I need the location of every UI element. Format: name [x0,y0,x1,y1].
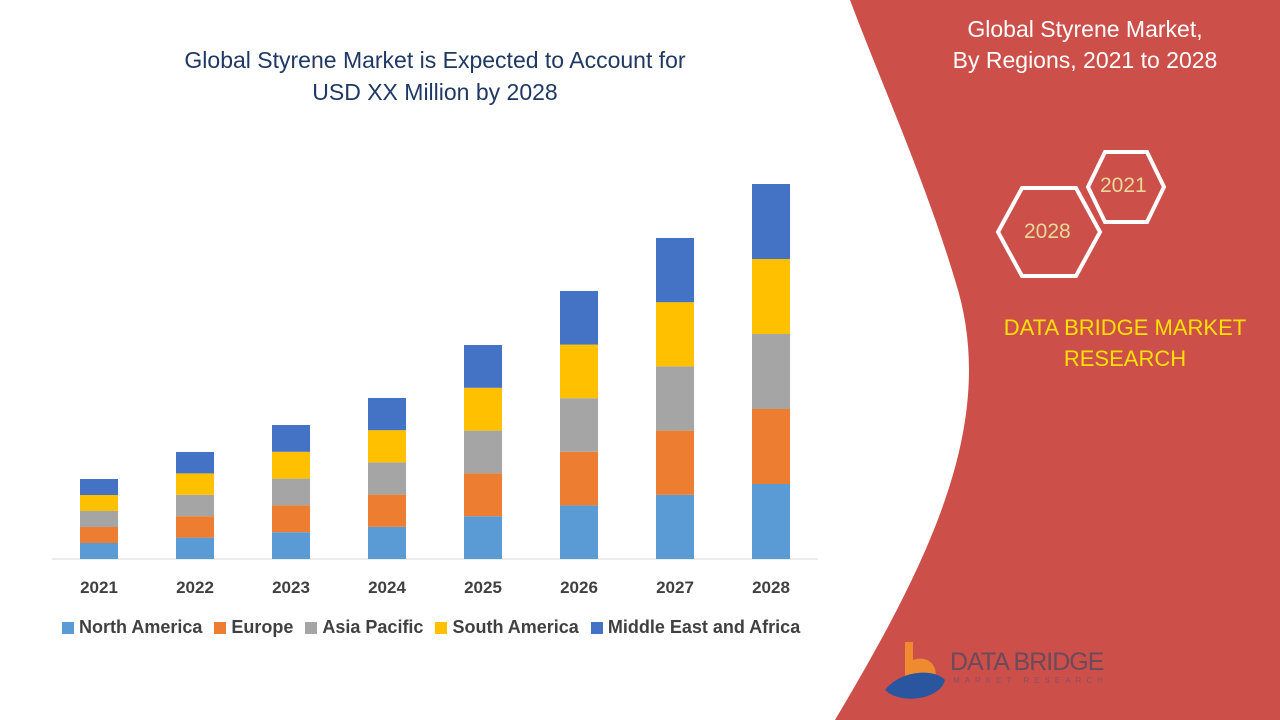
bar-2021-middle-east-and-africa [80,479,118,495]
legend-swatch [214,621,227,634]
logo-subtext: MARKET RESEARCH [953,676,1108,685]
bar-2027-middle-east-and-africa [656,238,694,303]
legend-label: South America [452,617,579,637]
bar-2022-south-america [176,473,214,495]
title-line-1: Global Styrene Market is Expected to Acc… [184,47,686,73]
legend-swatch [435,621,448,634]
bar-2028-europe [752,409,790,484]
legend-swatch [590,621,603,634]
legend-swatch [62,621,74,634]
bar-2022-europe [176,516,214,538]
x-tick-label: 2025 [464,578,502,597]
bar-2026-north-america [560,505,598,559]
legend-swatch [305,621,318,634]
legend-label: Europe [231,617,294,637]
bar-2025-middle-east-and-africa [464,345,502,388]
title-line-2: USD XX Million by 2028 [312,79,558,105]
bar-2021-europe [80,527,118,543]
brand-line-2: RESEARCH [1063,346,1187,371]
logo-icon [885,642,945,699]
brand-text: DATA BRIDGE MARKET RESEARCH [980,312,1270,374]
legend-item: Europe [214,617,293,638]
bar-2025-asia-pacific [464,430,502,474]
x-tick-label: 2024 [368,578,406,597]
bar-2021-south-america [80,495,118,511]
bar-2022-asia-pacific [176,494,214,517]
bar-2024-south-america [368,430,406,463]
legend-label: North America [79,617,203,637]
bar-2025-north-america [464,516,502,559]
bar-2025-europe [464,473,502,517]
legend-item: North America [62,617,202,638]
bar-2023-north-america [272,532,310,559]
bar-2027-asia-pacific [656,366,694,431]
hex-label-2021: 2021 [1100,174,1147,197]
legend: North America Europe Asia Pacific South Ame… [62,617,800,638]
bar-2023-middle-east-and-africa [272,425,310,452]
side-title-line-1: Global Styrene Market, [967,16,1203,42]
legend-label: Asia Pacific [322,617,424,637]
bar-2024-asia-pacific [368,462,406,495]
bar-2028-asia-pacific [752,334,790,409]
logo-text: DATA BRIDGE [950,648,1104,676]
bar-2028-south-america [752,259,790,334]
bar-2021-north-america [80,543,118,559]
x-tick-label: 2026 [560,578,598,597]
x-tick-label: 2021 [80,578,118,597]
bar-2026-europe [560,451,598,506]
hex-2021-icon [1085,150,1167,224]
bar-2027-south-america [656,302,694,367]
legend-item: South America [435,617,579,638]
legend-item: Asia Pacific [305,617,423,638]
x-tick-label: 2028 [752,578,790,597]
side-panel-background [835,0,1280,720]
legend-item: Middle East and Africa [590,617,801,638]
bar-2021-asia-pacific [80,511,118,527]
bar-2024-europe [368,494,406,527]
side-title-line-2: By Regions, 2021 to 2028 [952,47,1218,73]
bar-2023-europe [272,505,310,533]
bar-2022-north-america [176,537,214,559]
bar-2026-middle-east-and-africa [560,291,598,345]
hex-label-2028: 2028 [1024,220,1071,243]
bar-2026-asia-pacific [560,398,598,452]
bar-2027-north-america [656,494,694,559]
bar-2028-north-america [752,484,790,559]
chart-title: Global Styrene Market is Expected to Acc… [130,44,740,108]
bar-2022-middle-east-and-africa [176,452,214,474]
legend-label: Middle East and Africa [607,617,801,637]
bar-2024-middle-east-and-africa [368,398,406,431]
bar-2023-south-america [272,451,310,479]
x-tick-label: 2022 [176,578,214,597]
side-title: Global Styrene Market, By Regions, 2021 … [920,14,1250,76]
bar-2025-south-america [464,387,502,431]
bar-2024-north-america [368,526,406,559]
bar-2023-asia-pacific [272,478,310,506]
x-tick-label: 2023 [272,578,310,597]
bar-2026-south-america [560,344,598,399]
bar-2027-europe [656,430,694,495]
x-tick-label: 2027 [656,578,694,597]
bar-2028-middle-east-and-africa [752,184,790,259]
brand-line-1: DATA BRIDGE MARKET [1003,315,1247,340]
hex-2028-icon [995,186,1103,278]
